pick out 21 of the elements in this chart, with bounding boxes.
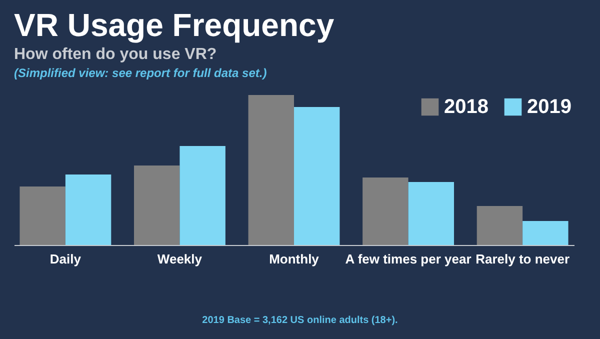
x-tick-label: Monthly [269,252,320,266]
bar [362,178,408,245]
legend-label: 2019 [527,96,572,118]
chart-title: VR Usage Frequency [14,7,334,43]
x-tick-label: A few times per year [345,252,472,266]
x-tick-label: Daily [50,252,82,266]
legend-label: 2018 [444,96,488,118]
bar [65,174,112,245]
text: (Simplified view: see report for full data set.) [14,66,267,80]
bar [180,146,226,245]
x-tick-label: Rarely to never [476,252,570,266]
chart-subtitle: How often do you use VR? [14,46,217,63]
bar [134,166,180,245]
bar [20,186,66,245]
bar [476,206,523,245]
bar [294,107,340,245]
x-tick-label: Weekly [157,252,203,266]
text: 2019 Base = 3,162 US online adults (18+). [201,315,399,326]
bar [408,182,454,245]
bar [522,221,568,245]
bar [248,95,294,245]
